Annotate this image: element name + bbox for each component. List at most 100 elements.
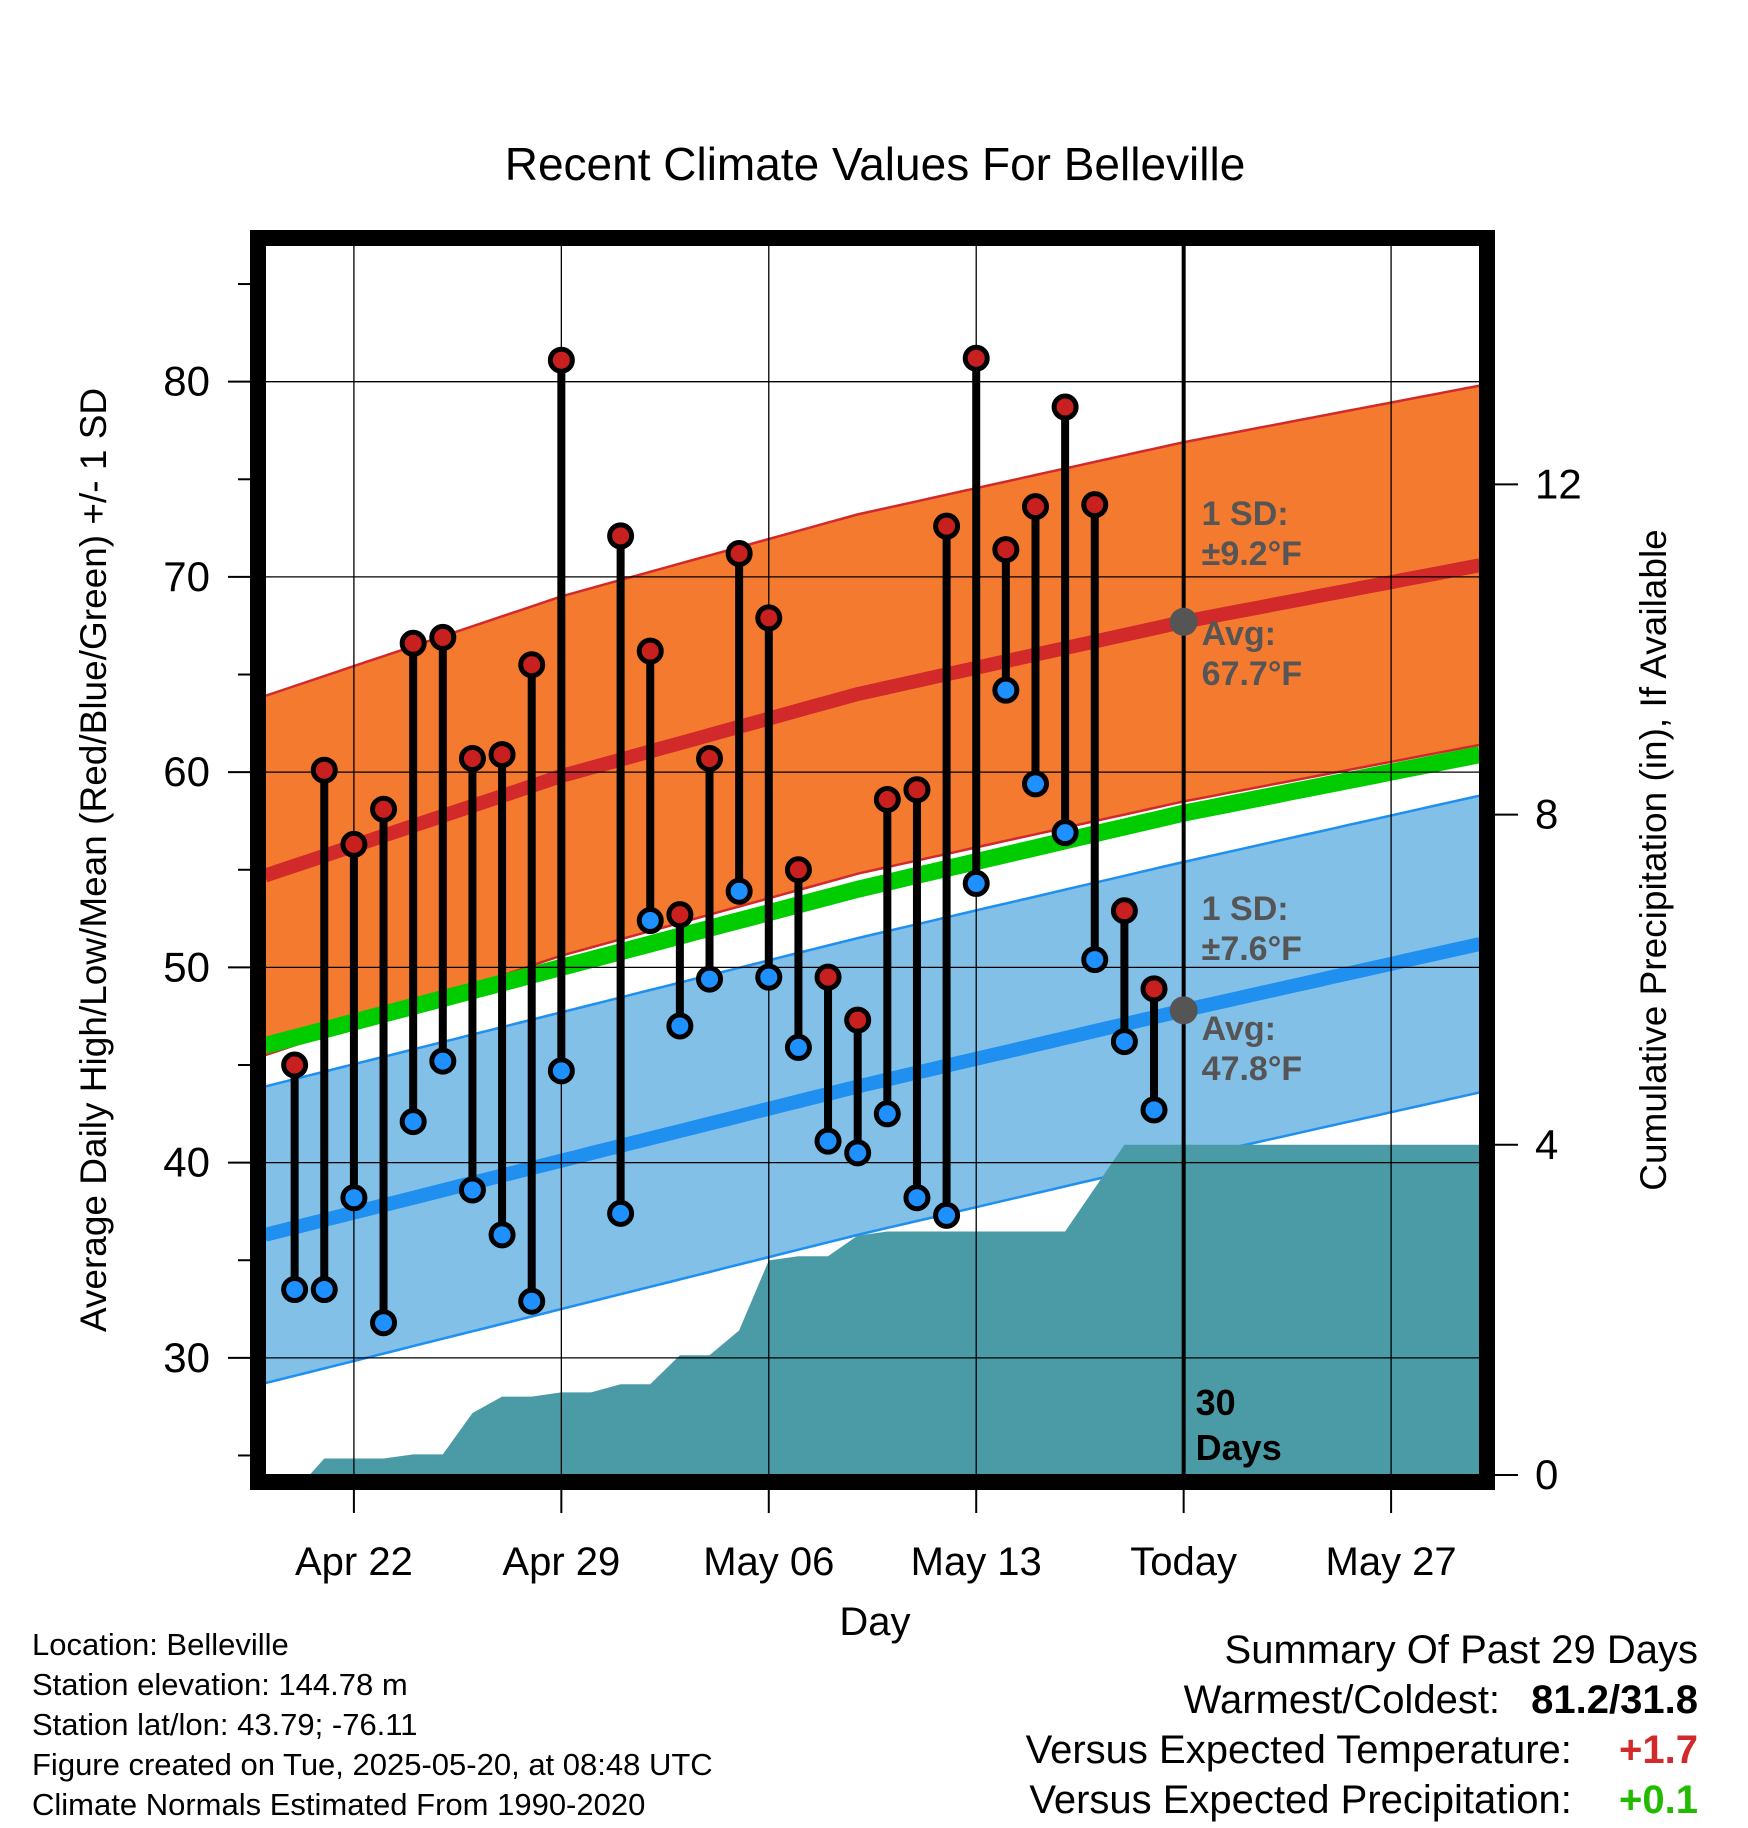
summary-panel: Summary Of Past 29 Days Warmest/Coldest:…: [1026, 1625, 1698, 1825]
daily-high-point: [607, 522, 635, 550]
daily-low-point: [873, 1100, 901, 1128]
normal-mean-line: [265, 746, 1480, 1054]
low-avg-annotation: Avg: 47.8°F: [1202, 1010, 1303, 1088]
y2-tick-label: 4: [1535, 1121, 1558, 1168]
daily-low-point: [518, 1287, 546, 1315]
high-avg-annotation: Avg: 67.7°F: [1202, 615, 1303, 693]
daily-high-point: [696, 744, 724, 772]
daily-high-point: [1021, 493, 1049, 521]
daily-high-point: [1081, 491, 1109, 519]
daily-low-point: [1110, 1028, 1138, 1056]
daily-low-point: [992, 676, 1020, 704]
daily-high-point: [903, 776, 931, 804]
y2-tick-label: 0: [1535, 1451, 1558, 1498]
x-tick-label: May 13: [911, 1540, 1042, 1584]
daily-low-point: [1081, 946, 1109, 974]
daily-low-point: [784, 1033, 812, 1061]
daily-low-point: [310, 1276, 338, 1304]
y2-tick-label: 8: [1535, 791, 1558, 838]
elevation-text: Station elevation: 144.78 m: [32, 1667, 408, 1702]
daily-low-point: [696, 965, 724, 993]
warmest-label: Warmest/Coldest:: [1183, 1678, 1501, 1722]
precip-label: Versus Expected Precipitation:: [1029, 1778, 1572, 1822]
x-axis-label: Day: [839, 1600, 910, 1644]
daily-high-point: [458, 744, 486, 772]
daily-low-point: [1021, 770, 1049, 798]
daily-low-point: [1140, 1096, 1168, 1124]
daily-low-point: [755, 963, 783, 991]
daily-high-point: [1110, 897, 1138, 925]
precipitation-area: [279, 1144, 1480, 1475]
summary-heading: Summary Of Past 29 Days: [1224, 1628, 1698, 1672]
daily-low-point: [933, 1201, 961, 1229]
daily-high-point: [281, 1051, 309, 1079]
daily-high-point: [488, 741, 516, 769]
normal-high-avg-line: [265, 558, 1480, 883]
daily-high-point: [844, 1006, 872, 1034]
plot-area: 1 SD: ±9.2°F Avg: 67.7°F 1 SD: ±7.6°F Avg: 47.8…: [163, 230, 1582, 1584]
daily-high-point: [962, 344, 990, 372]
daily-low-point: [458, 1176, 486, 1204]
normal-low-upper-edge: [265, 794, 1480, 1088]
today-low-avg-marker: [1169, 996, 1198, 1025]
y-tick-label: 60: [163, 748, 210, 795]
temp-row: Versus Expected Temperature: +1.7: [1026, 1725, 1698, 1775]
daily-low-point: [636, 907, 664, 935]
daily-low-point: [281, 1276, 309, 1304]
daily-high-point: [814, 963, 842, 991]
y-tick-label: 40: [163, 1139, 210, 1186]
created-text: Figure created on Tue, 2025-05-20, at 08…: [32, 1747, 713, 1782]
plot-content: 1 SD: ±9.2°F Avg: 67.7°F 1 SD: ±7.6°F Avg: 47.8…: [265, 245, 1480, 1475]
y2-tick-label: 12: [1535, 460, 1582, 507]
daily-high-point: [429, 623, 457, 651]
daily-high-point: [725, 539, 753, 567]
precip-value: +0.1: [1619, 1778, 1698, 1822]
daily-high-point: [933, 512, 961, 540]
daily-low-point: [814, 1127, 842, 1155]
y2-axis-label: Cumulative Precipitation (in), If Availa…: [1633, 529, 1674, 1191]
daily-high-point: [755, 604, 783, 632]
today-days-label: 30 Days: [1196, 1382, 1282, 1468]
daily-high-point: [666, 901, 694, 929]
daily-high-point: [399, 629, 427, 657]
daily-high-point: [1051, 393, 1079, 421]
y-tick-label: 50: [163, 943, 210, 990]
temp-value: +1.7: [1619, 1728, 1698, 1772]
warmest-value: 81.2/31.8: [1531, 1678, 1698, 1722]
daily-high-point: [310, 756, 338, 784]
daily-low-point: [903, 1184, 931, 1212]
location-text: Location: Belleville: [32, 1627, 289, 1662]
y-tick-label: 70: [163, 553, 210, 600]
normal-low-lower-edge: [265, 1091, 1480, 1385]
daily-low-point: [340, 1184, 368, 1212]
daily-low-point: [725, 877, 753, 905]
x-tick-label: Apr 22: [295, 1540, 413, 1584]
daily-low-point: [1051, 819, 1079, 847]
warmest-row: Warmest/Coldest: 81.2/31.8: [1026, 1675, 1698, 1725]
x-tick-label: Apr 29: [502, 1540, 620, 1584]
y-axis-label: Average Daily High/Low/Mean (Red/Blue/Gr…: [73, 388, 114, 1332]
latlon-text: Station lat/lon: 43.79; -76.11: [32, 1707, 418, 1742]
daily-low-point: [488, 1221, 516, 1249]
daily-high-point: [1140, 975, 1168, 1003]
daily-low-point: [370, 1309, 398, 1337]
daily-high-point: [992, 536, 1020, 564]
daily-low-point: [607, 1199, 635, 1227]
x-tick-label: May 27: [1326, 1540, 1457, 1584]
daily-low-point: [962, 869, 990, 897]
daily-high-point: [370, 795, 398, 823]
x-tick-label: Today: [1130, 1540, 1237, 1584]
high-sd-annotation: 1 SD: ±9.2°F: [1202, 495, 1302, 573]
daily-high-point: [547, 346, 575, 374]
plot-frame: [250, 230, 1495, 1490]
daily-low-point: [547, 1057, 575, 1085]
daily-high-point: [518, 651, 546, 679]
y-tick-label: 80: [163, 358, 210, 405]
normal-high-upper-edge: [265, 384, 1480, 698]
y-tick-label: 30: [163, 1334, 210, 1381]
daily-low-point: [844, 1139, 872, 1167]
normal-high-sd-band: [265, 385, 1480, 1056]
precip-row: Versus Expected Precipitation: +0.1: [1026, 1775, 1698, 1825]
low-sd-annotation: 1 SD: ±7.6°F: [1202, 890, 1302, 968]
